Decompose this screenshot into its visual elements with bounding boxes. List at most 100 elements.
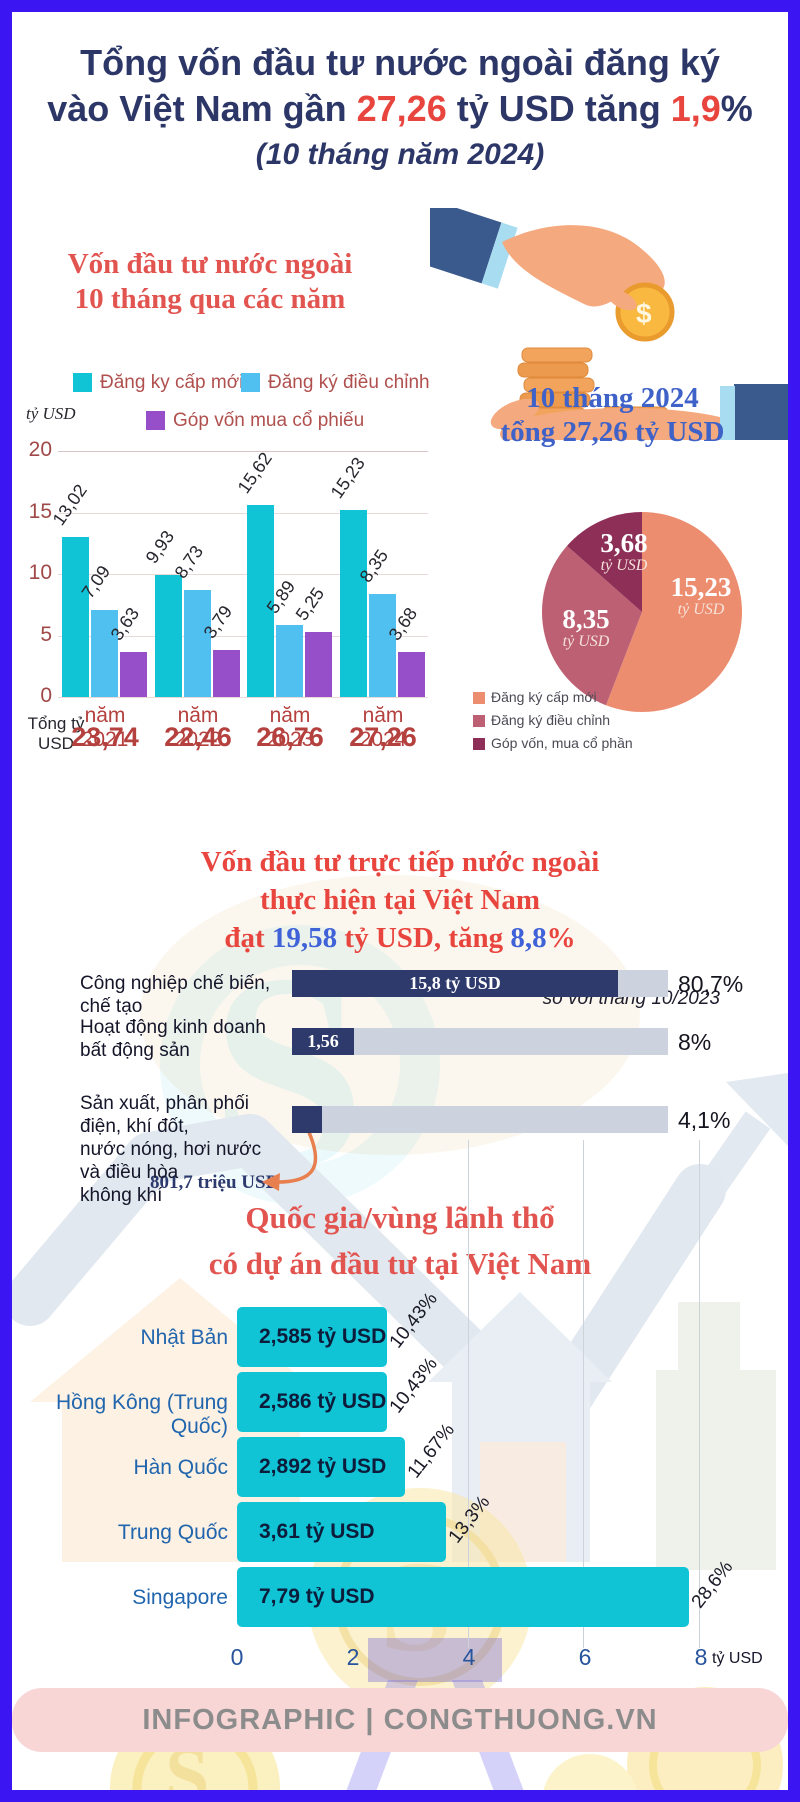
- country-label: Hồng Kông (Trung Quốc): [56, 1391, 228, 1438]
- bar: [213, 650, 240, 697]
- finger: [607, 289, 637, 311]
- palm-bottom: [500, 408, 750, 440]
- fdi-row-label: Hoạt động kinh doanh bất động sản: [80, 1017, 266, 1061]
- giving-hand: $: [430, 208, 675, 342]
- coin-bottom-center-decoration: [542, 1754, 638, 1802]
- total-value: 27,26: [349, 722, 417, 752]
- fdi-pct-label: 80,7%: [678, 971, 744, 997]
- hand-top: [502, 225, 665, 307]
- grid-line: [58, 574, 428, 575]
- pie-legend-label: Góp vốn, mua cổ phần: [491, 735, 633, 751]
- fdi-fill: 1,56: [292, 1028, 354, 1055]
- legend-swatch: [146, 411, 165, 430]
- pie-slice-0: [605, 512, 742, 712]
- grid-line: [58, 697, 428, 698]
- sleeve-top: [430, 208, 502, 284]
- title-segment-red: 1,9: [670, 88, 721, 129]
- country-bar-value: 2,585 tỷ USD: [259, 1325, 387, 1348]
- fdi-track: [292, 1106, 668, 1133]
- bar: [155, 574, 182, 697]
- legend-label: Đăng ký điều chỉnh: [268, 372, 430, 393]
- bar: [276, 624, 303, 697]
- total-value: 23,74: [71, 722, 139, 752]
- pie-slice-value: 3,68: [600, 528, 648, 558]
- section2-title-line2: thực hiện tại Việt Nam: [260, 884, 540, 916]
- annotation-arrow: [262, 1128, 318, 1191]
- country-bar: [237, 1437, 405, 1497]
- x-axis-tick: 6: [578, 1644, 592, 1670]
- pie-slice-value: 15,23: [670, 572, 732, 602]
- title-segment-red: đạt: [224, 922, 272, 954]
- x-category-label: năm 2023: [266, 704, 314, 751]
- annotation-arrow-head: [262, 1173, 280, 1191]
- country-bar: [237, 1502, 447, 1562]
- title-segment-blue: 8,8: [510, 922, 547, 954]
- country-label: Singapore: [132, 1586, 228, 1609]
- pie-slice-unit: tỷ USD: [562, 633, 610, 650]
- section3-title-line1: Quốc gia/vùng lãnh thổ: [245, 1200, 555, 1235]
- country-bar: [237, 1307, 387, 1367]
- sleeve-bottom: [734, 384, 790, 440]
- country-bar: [237, 1567, 689, 1627]
- dollar-sign: $: [636, 298, 652, 329]
- legend-label: Đăng ky cấp mới: [100, 372, 244, 393]
- total-value: 26,76: [256, 722, 324, 752]
- pie-slice-value: 8,35: [562, 604, 610, 634]
- building-right-decoration: [656, 1370, 776, 1570]
- pie-legend-label: Đăng ký điều chỉnh: [491, 712, 611, 728]
- title-segment-red: tỷ USD, tăng: [337, 922, 511, 954]
- pie-legend-label: Đăng ký cấp mới: [491, 689, 597, 705]
- cuff-bottom: [720, 386, 735, 440]
- x-axis-tick: 8: [694, 1644, 708, 1670]
- growth-arrow-head-decoration: [726, 1072, 795, 1146]
- pie-title-line2: tổng 27,26 tỷ USD: [500, 416, 725, 448]
- vertical-grid-line: [699, 1140, 700, 1648]
- legend-swatch: [241, 373, 260, 392]
- x-axis-tick: 0: [230, 1644, 244, 1670]
- country-bar-value: 3,61 tỷ USD: [259, 1520, 375, 1543]
- country-label: Trung Quốc: [117, 1521, 228, 1544]
- pie-legend-swatch: [473, 738, 485, 750]
- annotation-801-label: 801,7 triệu USD: [150, 1172, 280, 1193]
- bar: [91, 609, 118, 697]
- y-tick-label: 5: [40, 622, 52, 646]
- country-bar-value: 2,586 tỷ USD: [259, 1390, 387, 1413]
- fdi-track: [292, 1028, 668, 1055]
- receiving-hand: [490, 384, 790, 440]
- main-title-line2: vào Việt Nam gần 27,26 tỷ USD tăng 1,9%: [0, 88, 800, 130]
- bar: [120, 652, 147, 697]
- x-category-label: năm 2024: [359, 704, 407, 751]
- vertical-grid-line: [468, 1140, 469, 1648]
- easel-top-decoration: [368, 1638, 502, 1682]
- pie-svg: [542, 512, 742, 712]
- footer-banner: INFOGRAPHIC | CONGTHUONG.VN: [12, 1688, 788, 1752]
- pie-slice-2: [566, 512, 642, 612]
- section2-title-line1: Vốn đầu tư trực tiếp nước ngoài: [200, 846, 600, 878]
- title-segment-red: 27,26: [356, 88, 447, 129]
- x-category-label: năm 2022: [174, 704, 222, 751]
- y-tick-label: 15: [28, 499, 52, 523]
- section1-axis-unit: tỷ USD: [26, 404, 76, 423]
- fdi-pct-label: 8%: [678, 1029, 712, 1055]
- fdi-fill-text: 15,8 tỷ USD: [409, 973, 501, 993]
- y-tick-label: 0: [40, 684, 52, 707]
- y-tick-label: 10: [28, 561, 52, 584]
- country-label: Nhật Bản: [140, 1326, 228, 1349]
- grid-line: [58, 635, 428, 637]
- main-title-line1: Tổng vốn đầu tư nước ngoài đăng ký: [80, 42, 720, 83]
- title-segment-red: %: [546, 922, 576, 954]
- country-bar-value: 7,79 tỷ USD: [259, 1585, 375, 1608]
- pie-slice-unit: tỷ USD: [677, 601, 725, 618]
- bar: [62, 536, 89, 697]
- country-bar-value: 2,892 tỷ USD: [259, 1455, 387, 1478]
- fdi-row-label: Sản xuất, phân phối điện, khí đốt, nước n…: [80, 1093, 262, 1206]
- fdi-fill: [292, 1106, 322, 1133]
- country-label: Hàn Quốc: [133, 1456, 228, 1479]
- country-bar: [237, 1372, 387, 1432]
- title-segment-navy: tỷ USD tăng: [446, 88, 671, 129]
- totals-row-label: Tổng tỷ USD: [27, 714, 85, 753]
- title-segment-blue: 19,58: [271, 922, 338, 954]
- bar: [305, 632, 332, 697]
- fdi-fill: 15,8 tỷ USD: [292, 970, 618, 997]
